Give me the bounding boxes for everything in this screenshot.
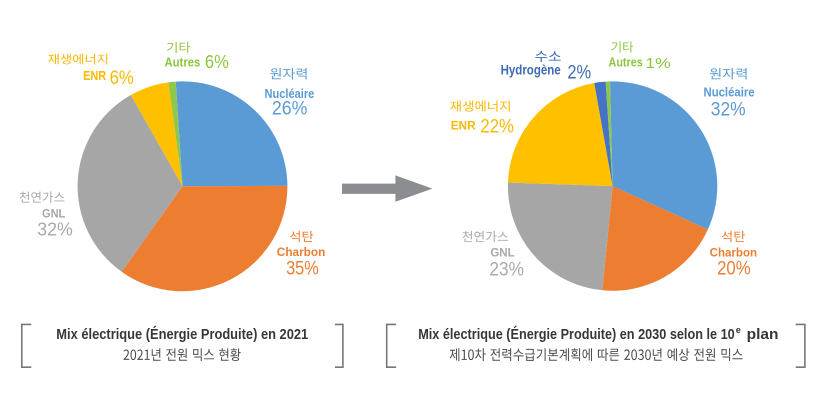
svg-text:Hydrogène: Hydrogène: [501, 63, 561, 79]
svg-text:Autres: Autres: [609, 54, 643, 69]
svg-text:Charbon: Charbon: [277, 245, 326, 259]
svg-text:6%: 6%: [110, 68, 134, 89]
svg-text:2%: 2%: [567, 62, 591, 84]
svg-text:ENR: ENR: [451, 119, 476, 133]
svg-text:plan: plan: [747, 327, 779, 343]
svg-text:Nucléaire: Nucléaire: [265, 86, 315, 101]
svg-text:Autres: Autres: [165, 54, 201, 69]
svg-text:Mix électrique (Énergie Produi: Mix électrique (Énergie Produite) en 203…: [418, 326, 735, 343]
svg-text:Mix électrique (Énergie Produi: Mix électrique (Énergie Produite) en 202…: [56, 326, 308, 343]
svg-text:6%: 6%: [205, 51, 229, 72]
svg-text:35%: 35%: [286, 258, 319, 280]
svg-text:23%: 23%: [489, 258, 524, 280]
svg-text:GNL: GNL: [490, 245, 514, 259]
svg-text:Charbon: Charbon: [710, 245, 758, 259]
svg-text:20%: 20%: [717, 258, 751, 279]
svg-text:GNL: GNL: [42, 207, 65, 221]
svg-text:ENR: ENR: [83, 68, 106, 83]
svg-text:1%: 1%: [645, 56, 670, 72]
svg-text:32%: 32%: [37, 219, 73, 239]
svg-text:22%: 22%: [480, 116, 514, 137]
svg-text:32%: 32%: [711, 99, 746, 121]
svg-text:e: e: [736, 325, 741, 335]
svg-text:Nucléaire: Nucléaire: [704, 85, 755, 100]
svg-text:26%: 26%: [272, 98, 308, 119]
